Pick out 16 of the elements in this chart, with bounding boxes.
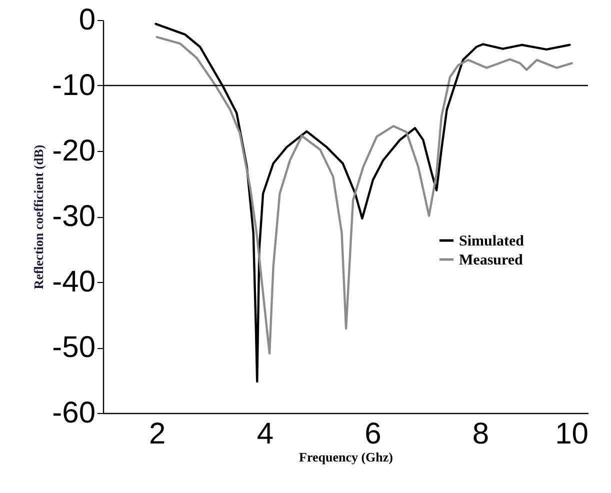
y-tick-label: -10 <box>52 69 96 102</box>
y-tick-label: -30 <box>52 200 96 233</box>
y-tick-label: -40 <box>52 266 96 298</box>
y-tick-label: -50 <box>52 331 96 364</box>
x-tick-label: 10 <box>555 418 588 450</box>
legend-label: Measured <box>459 252 524 268</box>
y-tick-label: 0 <box>78 4 96 36</box>
x-tick-label: 6 <box>364 418 382 450</box>
y-tick-label: -20 <box>52 134 96 168</box>
y-axis-title: Reflection coefficient (dB) <box>31 144 46 290</box>
x-tick-label: 2 <box>149 418 166 450</box>
legend-label: Simulated <box>459 234 525 250</box>
x-tick-label: 4 <box>256 418 274 450</box>
x-axis-title: Frequency (Ghz) <box>299 450 393 464</box>
y-tick-label: -60 <box>52 396 96 430</box>
x-tick-label: 8 <box>472 418 490 450</box>
